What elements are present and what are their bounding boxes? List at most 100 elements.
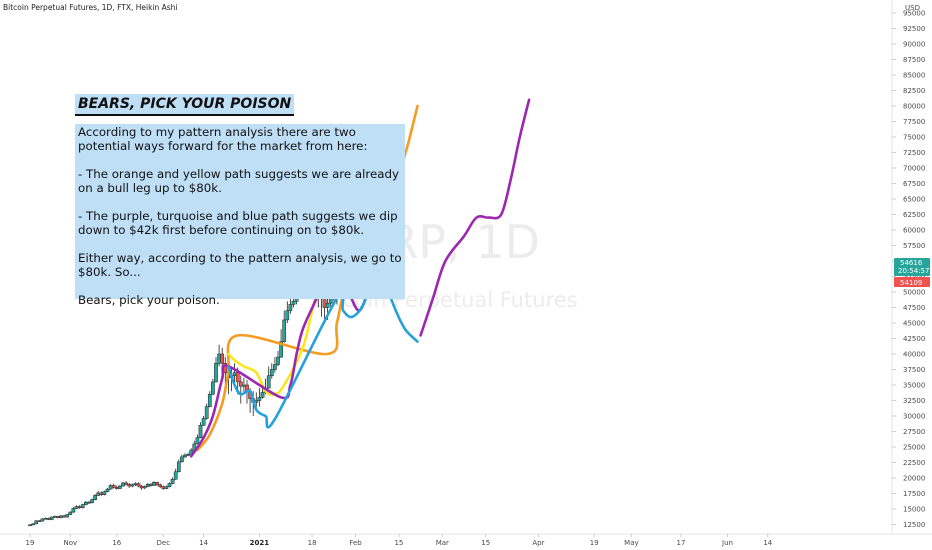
candle bbox=[198, 422, 203, 439]
y-tick-label: 12500 bbox=[903, 521, 925, 529]
candle bbox=[124, 481, 128, 486]
y-tick-label: 40000 bbox=[903, 351, 925, 359]
current-price-label: 54616 bbox=[900, 259, 923, 267]
annotation-paragraph: According to my pattern analysis there a… bbox=[78, 125, 368, 153]
y-tick-label: 77500 bbox=[903, 118, 925, 126]
candle bbox=[31, 523, 35, 526]
y-tick-label: 32500 bbox=[903, 397, 925, 405]
path-purple bbox=[189, 265, 373, 458]
y-tick-label: 60000 bbox=[903, 227, 925, 235]
current-price-badge bbox=[894, 258, 930, 276]
candle bbox=[155, 481, 159, 487]
y-tick-label: 80000 bbox=[903, 103, 925, 111]
annotation-paragraph: Either way, according to the pattern ana… bbox=[78, 251, 402, 279]
candle bbox=[40, 518, 45, 522]
y-tick-label: 37500 bbox=[903, 366, 925, 374]
candle bbox=[111, 483, 116, 489]
y-tick-label: 75000 bbox=[903, 134, 925, 142]
candle bbox=[80, 503, 85, 509]
x-tick-label: 16 bbox=[112, 539, 121, 547]
y-tick-label: 95000 bbox=[903, 10, 925, 18]
candle bbox=[186, 452, 190, 457]
x-tick-label: 19 bbox=[590, 539, 599, 547]
candle bbox=[46, 517, 51, 521]
y-tick-label: 62500 bbox=[903, 211, 925, 219]
y-tick-label: 72500 bbox=[903, 149, 925, 157]
y-tick-label: 90000 bbox=[903, 41, 925, 49]
x-tick-label: 15 bbox=[481, 539, 490, 547]
candle bbox=[56, 515, 60, 519]
candle bbox=[214, 357, 218, 383]
y-tick-label: 47500 bbox=[903, 304, 925, 312]
candle bbox=[68, 511, 73, 516]
candle bbox=[204, 403, 209, 420]
candle bbox=[65, 513, 70, 518]
candle bbox=[276, 350, 280, 367]
candle bbox=[285, 301, 290, 323]
x-tick-label: 2021 bbox=[250, 539, 270, 547]
y-tick-label: 70000 bbox=[903, 165, 925, 173]
x-tick-label: Jun bbox=[721, 539, 733, 547]
annotation-paragraph: - The orange and yellow path suggests we… bbox=[78, 167, 399, 195]
candle bbox=[170, 477, 175, 485]
x-tick-label: Nov bbox=[63, 539, 77, 547]
candle bbox=[121, 481, 125, 487]
y-tick-label: 15000 bbox=[903, 506, 925, 514]
candle bbox=[183, 453, 187, 459]
annotation-paragraph: - The purple, turquoise and blue path su… bbox=[78, 209, 398, 237]
candle bbox=[28, 524, 32, 527]
x-tick-label: Feb bbox=[349, 539, 362, 547]
candle bbox=[269, 363, 274, 379]
y-tick-label: 25000 bbox=[903, 444, 925, 452]
candle bbox=[282, 310, 287, 343]
x-tick-label: May bbox=[624, 539, 638, 547]
x-tick-label: Dec bbox=[157, 539, 171, 547]
candle bbox=[238, 375, 243, 404]
y-tick-label: 17500 bbox=[903, 490, 925, 498]
candle bbox=[59, 515, 63, 519]
y-tick-label: 45000 bbox=[903, 320, 925, 328]
candle bbox=[71, 507, 76, 513]
y-tick-label: 92500 bbox=[903, 25, 925, 33]
x-tick-label: Apr bbox=[532, 539, 544, 547]
x-tick-label: 18 bbox=[308, 539, 317, 547]
y-tick-label: 87500 bbox=[903, 56, 925, 64]
candle bbox=[180, 454, 184, 463]
y-tick-label: 85000 bbox=[903, 72, 925, 80]
y-tick-label: 30000 bbox=[903, 413, 925, 421]
time-axis[interactable]: 19 Nov 16 Dec 14 2021 18 Feb 15 Mar 15 Apr 19 May 17 Ju… bbox=[26, 534, 773, 547]
candle bbox=[201, 416, 206, 426]
y-tick-label: 27500 bbox=[903, 428, 925, 436]
y-tick-label: 22500 bbox=[903, 459, 925, 467]
candle bbox=[105, 487, 110, 493]
candle bbox=[136, 482, 141, 488]
x-tick-label: 19 bbox=[26, 539, 35, 547]
candle bbox=[130, 483, 135, 488]
candle bbox=[207, 391, 212, 408]
x-tick-label: 14 bbox=[199, 539, 208, 547]
candle bbox=[34, 520, 39, 525]
candle bbox=[266, 366, 271, 389]
x-tick-label: Mar bbox=[436, 539, 449, 547]
candle bbox=[173, 468, 178, 480]
x-tick-label: 17 bbox=[677, 539, 686, 547]
annotation-paragraph: Bears, pick your poison. bbox=[78, 293, 220, 307]
candle bbox=[257, 388, 262, 407]
path-projection bbox=[419, 98, 531, 337]
countdown-label: 20:54:57 bbox=[898, 267, 929, 275]
candle bbox=[102, 490, 107, 496]
candle bbox=[167, 482, 172, 488]
candle bbox=[164, 485, 169, 490]
y-tick-label: 82500 bbox=[903, 87, 925, 95]
candle bbox=[49, 516, 54, 521]
candle bbox=[273, 357, 277, 373]
y-tick-label: 67500 bbox=[903, 180, 925, 188]
candle bbox=[211, 378, 215, 395]
candle bbox=[93, 494, 97, 501]
y-tick-label: 35000 bbox=[903, 382, 925, 390]
candle bbox=[142, 485, 147, 490]
annotation-title: BEARS, PICK YOUR POISON bbox=[75, 94, 295, 116]
y-tick-label: 50000 bbox=[903, 289, 925, 297]
symbol-info: Bitcoin Perpetual Futures, 1D, FTX, Heik… bbox=[3, 3, 178, 12]
annotation-note: According to my pattern analysis there a… bbox=[75, 124, 405, 307]
